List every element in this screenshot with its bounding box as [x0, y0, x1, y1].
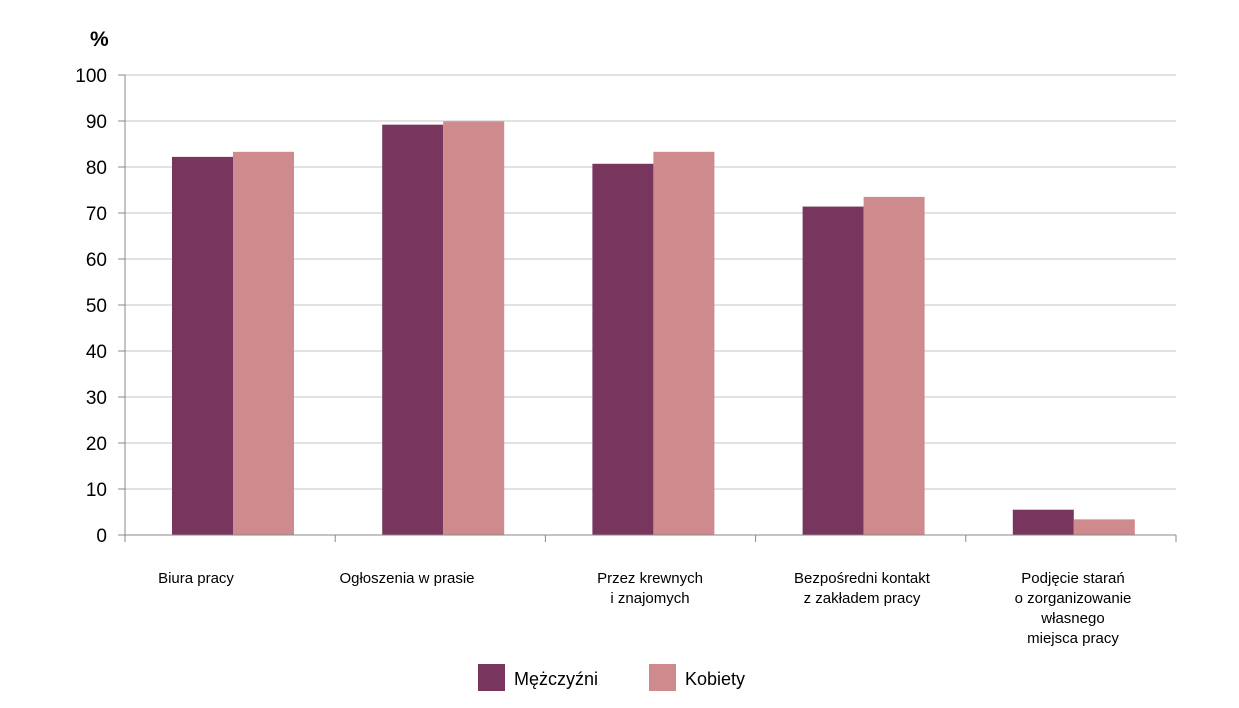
y-axis-ticks: 0 10 20 30 40 50 60 70 80 90 100: [75, 66, 125, 547]
category-label: z zakładem pracy: [804, 590, 921, 607]
bar: [382, 124, 444, 536]
bar: [1073, 519, 1135, 535]
y-tick-label: 10: [86, 480, 107, 501]
y-tick-label: 60: [86, 250, 107, 271]
legend-swatch: [478, 664, 505, 691]
y-tick-label: 80: [86, 158, 107, 179]
y-tick-label: 30: [86, 388, 107, 409]
category-label: Bezpośredni kontakt: [794, 570, 931, 587]
axes: [124, 75, 1177, 542]
category-label: własnego: [1040, 610, 1104, 627]
legend-label: Mężczyźni: [514, 669, 598, 689]
y-axis-unit-label: %: [90, 28, 109, 51]
category-label: miejsca pracy: [1027, 630, 1119, 647]
category-labels: Biura pracy Ogłoszenia w prasie Przez krew…: [158, 570, 1131, 647]
y-tick-label: 90: [86, 112, 107, 133]
category-label: o zorganizowanie: [1015, 590, 1132, 607]
category-label: Przez krewnych: [597, 570, 703, 587]
bar: [592, 163, 654, 535]
legend-label: Kobiety: [685, 669, 745, 689]
y-tick-label: 70: [86, 204, 107, 225]
category-label: Podjęcie starań: [1021, 570, 1124, 587]
legend: Mężczyźni Kobiety: [478, 664, 745, 691]
y-tick-label: 20: [86, 434, 107, 455]
category-label: Ogłoszenia w prasie: [339, 570, 474, 587]
bar: [233, 151, 294, 535]
bar: [802, 206, 864, 535]
bar: [1012, 509, 1074, 535]
bar: [863, 196, 925, 535]
category-label: Biura pracy: [158, 570, 234, 587]
category-label: i znajomych: [610, 590, 689, 607]
legend-swatch: [649, 664, 676, 691]
y-tick-label: 50: [86, 296, 107, 317]
bar: [443, 121, 505, 536]
bars: [172, 121, 1135, 536]
y-tick-label: 0: [96, 526, 107, 547]
bar: [172, 156, 233, 535]
bar: [653, 151, 715, 535]
y-tick-label: 40: [86, 342, 107, 363]
y-tick-label: 100: [75, 66, 107, 87]
